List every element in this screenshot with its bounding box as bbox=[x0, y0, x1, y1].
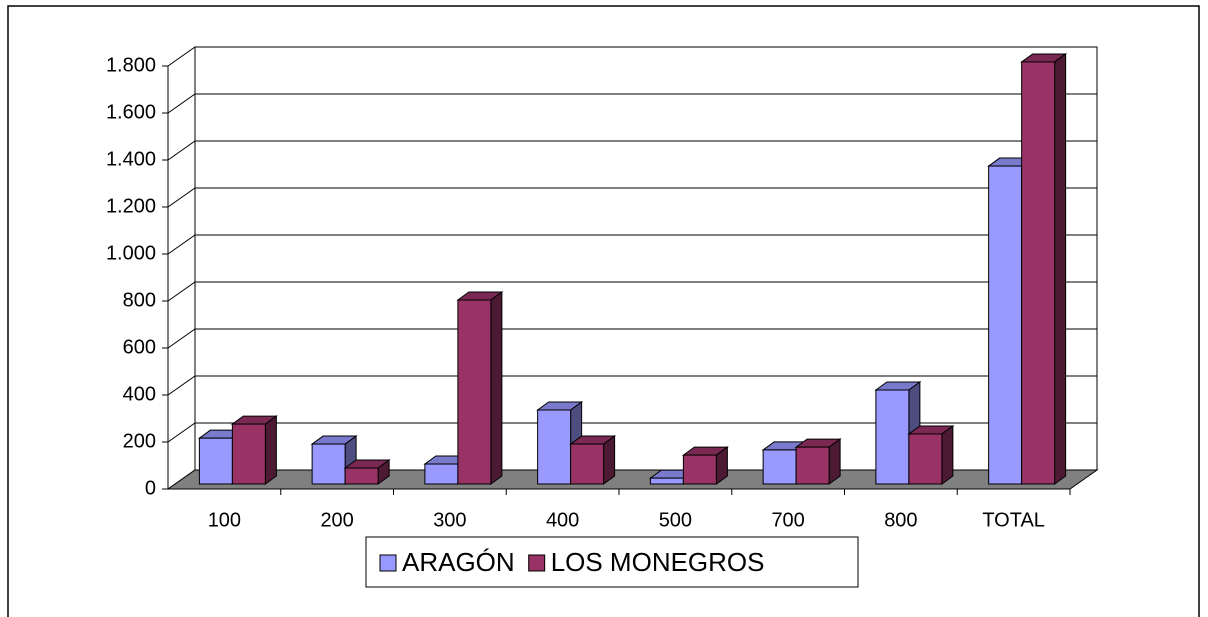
x-tick-label: 500 bbox=[659, 509, 692, 531]
y-tick-label: 0 bbox=[145, 477, 156, 499]
bar bbox=[794, 438, 842, 485]
bar bbox=[907, 424, 955, 485]
bar-front bbox=[231, 423, 266, 485]
grid-line bbox=[167, 187, 1097, 208]
legend-swatch bbox=[379, 554, 397, 572]
bar-side bbox=[941, 424, 954, 485]
x-tick-label: 400 bbox=[546, 509, 579, 531]
bar-front bbox=[762, 449, 797, 485]
bar bbox=[569, 435, 617, 485]
bar-front bbox=[457, 299, 492, 485]
x-tick-label: 100 bbox=[208, 509, 241, 531]
x-tick-label: TOTAL bbox=[982, 509, 1045, 531]
bar-front bbox=[908, 433, 943, 485]
legend: ARAGÓN LOS MONEGROS bbox=[365, 536, 859, 588]
bar-front bbox=[344, 467, 379, 485]
bar-front bbox=[311, 443, 346, 485]
y-tick-label: 1.000 bbox=[106, 242, 156, 264]
bar-front bbox=[682, 454, 717, 485]
y-tick-label: 1.600 bbox=[106, 101, 156, 123]
grid-line bbox=[167, 281, 1097, 302]
bar-front bbox=[649, 477, 684, 485]
grid-line bbox=[167, 422, 1097, 443]
y-tick-label: 1.200 bbox=[106, 195, 156, 217]
bar-front bbox=[537, 409, 572, 485]
x-tick-label: 300 bbox=[433, 509, 466, 531]
bar-side bbox=[264, 415, 277, 485]
legend-box bbox=[365, 536, 859, 588]
chart-border bbox=[7, 5, 1200, 617]
bar-side bbox=[603, 435, 616, 485]
y-tick-label: 600 bbox=[123, 336, 156, 358]
y-tick-label: 800 bbox=[123, 289, 156, 311]
bar-side bbox=[490, 291, 503, 485]
grid-line bbox=[167, 46, 1097, 67]
bar-side bbox=[1054, 52, 1067, 485]
legend-swatch bbox=[528, 554, 546, 572]
bar bbox=[230, 415, 278, 485]
y-tick-label: 1.400 bbox=[106, 148, 156, 170]
grid-line bbox=[167, 140, 1097, 161]
bar bbox=[343, 459, 391, 485]
bar-front bbox=[424, 463, 459, 485]
floor bbox=[166, 469, 1099, 490]
x-tick-label: 700 bbox=[771, 509, 804, 531]
bar-front bbox=[795, 446, 830, 485]
bar bbox=[456, 291, 504, 485]
bar-front bbox=[570, 443, 605, 485]
grid-line bbox=[167, 93, 1097, 114]
legend-label: ARAGÓN bbox=[402, 547, 515, 577]
x-tick-label: 800 bbox=[884, 509, 917, 531]
bar bbox=[1020, 52, 1068, 485]
grid-line bbox=[167, 234, 1097, 255]
bar-front bbox=[198, 437, 233, 485]
bar-front bbox=[875, 389, 910, 485]
x-tick-label: 200 bbox=[320, 509, 353, 531]
bar-front bbox=[988, 165, 1023, 485]
y-tick-label: 200 bbox=[123, 430, 156, 452]
bar-front bbox=[1021, 61, 1056, 485]
grid-line bbox=[167, 375, 1097, 396]
bar bbox=[681, 446, 729, 485]
y-tick-label: 400 bbox=[123, 383, 156, 405]
grid-line bbox=[167, 328, 1097, 349]
legend-label: LOS MONEGROS bbox=[551, 547, 765, 577]
y-tick-label: 1.800 bbox=[106, 54, 156, 76]
bar-side bbox=[828, 438, 841, 485]
